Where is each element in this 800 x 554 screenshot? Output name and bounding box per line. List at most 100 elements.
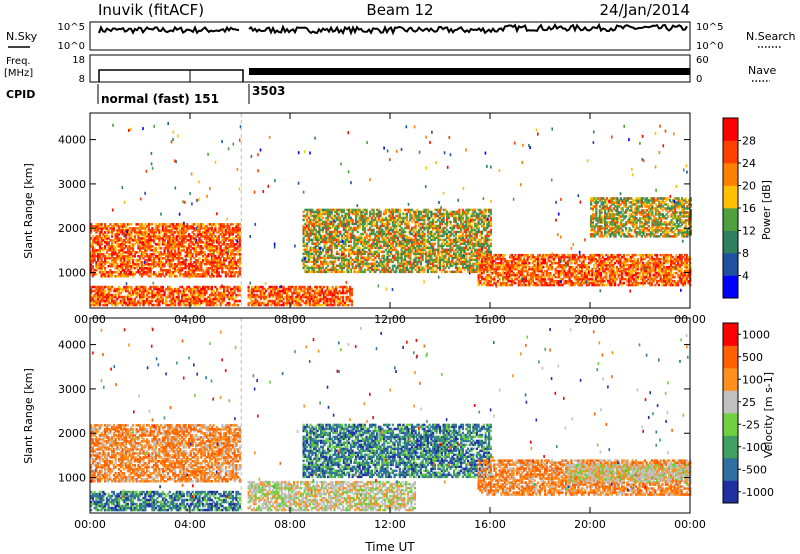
range-cell xyxy=(128,265,131,268)
range-cell xyxy=(195,275,198,278)
range-cell xyxy=(95,225,98,228)
range-cell xyxy=(118,251,121,254)
range-cell xyxy=(119,261,122,264)
range-cell xyxy=(149,263,152,266)
range-cell xyxy=(135,231,138,234)
range-cell xyxy=(102,271,105,274)
range-cell xyxy=(193,261,196,264)
range-cell xyxy=(149,229,152,232)
range-cell xyxy=(191,271,194,274)
range-cell xyxy=(123,259,126,262)
range-cell xyxy=(114,257,117,260)
range-cell xyxy=(139,225,142,228)
range-cell xyxy=(188,235,191,238)
range-cell xyxy=(188,253,191,256)
range-cell xyxy=(200,249,203,252)
range-cell xyxy=(132,263,135,266)
nsearch-tick-top: 10^5 xyxy=(696,22,723,33)
range-cell xyxy=(161,235,164,238)
range-cell xyxy=(142,267,145,270)
range-cell xyxy=(200,275,203,278)
range-cell xyxy=(125,267,128,270)
range-cell xyxy=(109,269,112,272)
range-cell xyxy=(119,257,122,260)
range-cell xyxy=(90,253,93,256)
range-cell xyxy=(165,243,168,246)
range-cell xyxy=(165,223,168,226)
range-cell xyxy=(139,257,142,260)
range-cell xyxy=(112,247,115,250)
range-cell xyxy=(181,231,184,234)
range-cell xyxy=(175,225,178,228)
range-cell xyxy=(170,263,173,266)
range-cell xyxy=(161,241,164,244)
range-cell xyxy=(112,229,115,232)
range-cell xyxy=(179,243,182,246)
range-cell xyxy=(175,227,178,230)
range-cell xyxy=(105,239,108,242)
range-cell xyxy=(167,269,170,272)
range-cell xyxy=(128,241,131,244)
range-cell xyxy=(158,239,161,242)
range-cell xyxy=(97,225,100,228)
range-cell xyxy=(91,247,94,250)
range-cell xyxy=(200,251,203,254)
range-cell xyxy=(98,233,101,236)
range-cell xyxy=(104,235,107,238)
range-cell xyxy=(193,243,196,246)
range-cell xyxy=(119,247,122,250)
range-cell xyxy=(196,265,199,268)
range-cell xyxy=(112,263,115,266)
range-cell xyxy=(142,251,145,254)
range-cell xyxy=(238,267,241,270)
range-cell xyxy=(116,253,119,256)
range-cell xyxy=(177,261,180,264)
range-cell xyxy=(149,231,152,234)
range-cell xyxy=(149,249,152,252)
range-cell xyxy=(153,273,156,276)
range-cell xyxy=(133,227,136,230)
range-cell xyxy=(153,229,156,232)
range-cell xyxy=(111,253,114,256)
range-cell xyxy=(175,253,178,256)
range-cell xyxy=(181,257,184,260)
range-cell xyxy=(93,237,96,240)
range-cell xyxy=(172,239,175,242)
range-cell xyxy=(91,225,94,228)
range-cell xyxy=(95,243,98,246)
range-cell xyxy=(142,273,145,276)
range-cell xyxy=(160,265,163,268)
range-cell xyxy=(142,243,145,246)
range-cell xyxy=(128,259,131,262)
range-cell xyxy=(139,223,142,226)
range-cell xyxy=(107,249,110,252)
range-cell xyxy=(196,233,199,236)
range-cell xyxy=(135,265,138,268)
range-cell xyxy=(98,223,101,226)
range-cell xyxy=(154,223,157,226)
range-cell xyxy=(107,261,110,264)
range-cell xyxy=(146,247,149,250)
range-cell xyxy=(350,299,353,303)
range-cell xyxy=(91,249,94,252)
range-cell xyxy=(147,225,150,228)
range-cell xyxy=(132,245,135,248)
range-cell xyxy=(170,237,173,240)
range-cell xyxy=(163,227,166,230)
range-cell xyxy=(105,225,108,228)
range-cell xyxy=(121,227,124,230)
range-cell xyxy=(158,223,161,226)
range-cell xyxy=(144,267,147,270)
range-cell xyxy=(139,255,142,258)
range-cell xyxy=(153,261,156,264)
range-cell xyxy=(170,265,173,268)
range-cell xyxy=(146,255,149,258)
range-cell xyxy=(179,251,182,254)
range-cell xyxy=(147,247,150,250)
range-cell xyxy=(121,233,124,236)
range-cell xyxy=(151,223,154,226)
range-cell xyxy=(177,225,180,228)
range-cell xyxy=(167,237,170,240)
range-cell xyxy=(126,241,129,244)
